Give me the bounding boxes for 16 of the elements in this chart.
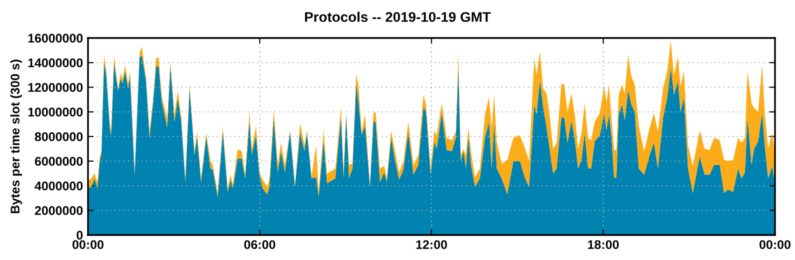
y-tick-label: 10000000 bbox=[28, 108, 83, 117]
x-tick-label: 18:00 bbox=[588, 240, 619, 250]
y-tick-label: 16000000 bbox=[28, 34, 83, 43]
y-tick-label: 2000000 bbox=[34, 206, 83, 216]
y-tick-label: 4000000 bbox=[34, 182, 83, 190]
y-tick-label: 12000000 bbox=[28, 83, 83, 92]
x-tick-label: 12:00 bbox=[416, 240, 447, 250]
y-tick-label: 8000000 bbox=[34, 132, 83, 142]
x-tick-label: 00:00 bbox=[72, 240, 104, 250]
y-tick-label: 6000000 bbox=[34, 156, 83, 166]
x-tick-label: 06:00 bbox=[244, 240, 276, 250]
chart-title: Protocols -- 2019-10-19 GMT bbox=[305, 12, 491, 22]
y-tick-label: 14000000 bbox=[28, 58, 83, 68]
y-axis-title: Bytes per time slot (300 s) bbox=[10, 60, 22, 214]
y-tick-label: 0 bbox=[76, 230, 83, 240]
x-tick-label: 00:00 bbox=[760, 240, 790, 250]
